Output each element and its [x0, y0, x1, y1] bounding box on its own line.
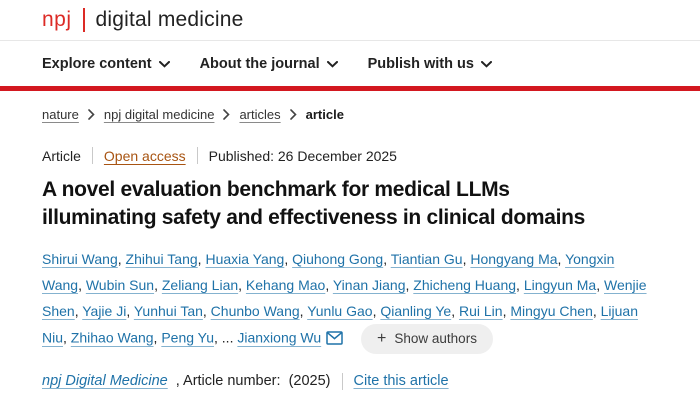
citation-line: npj Digital Medicine , Article number: (… — [42, 372, 658, 390]
article-number-text: , Article number: (2025) — [171, 373, 331, 390]
envelope-icon[interactable] — [326, 330, 343, 346]
author-link[interactable]: Mingyu Chen — [510, 302, 593, 319]
author-link[interactable]: Zhihao Wang — [70, 329, 154, 346]
nav-label: About the journal — [199, 55, 320, 72]
chevron-right-icon — [223, 109, 231, 120]
author-link[interactable]: Yunhui Tan — [133, 302, 203, 319]
chevron-right-icon — [289, 109, 297, 120]
masthead: npj digital medicine — [0, 0, 700, 41]
chevron-down-icon — [480, 56, 492, 72]
article-title-line: A novel evaluation benchmark for medical… — [42, 178, 510, 201]
author-link[interactable]: Rui Lin — [458, 302, 503, 319]
author-link[interactable]: Zhihui Tang — [125, 250, 198, 267]
show-authors-button[interactable]: + Show authors — [361, 323, 493, 354]
author-link[interactable]: Shirui Wang — [42, 250, 118, 267]
article-title-line: illuminating safety and effectiveness in… — [42, 205, 586, 229]
brand-red-rule — [0, 86, 700, 91]
plus-icon: + — [377, 329, 387, 347]
logo-divider-bar — [82, 8, 85, 32]
open-access-link[interactable]: Open access — [103, 147, 186, 164]
journal-citation-link[interactable]: npj Digital Medicine — [42, 373, 168, 390]
cite-this-article-link[interactable]: Cite this article — [353, 373, 449, 390]
author-link[interactable]: Kehang Mao — [245, 276, 326, 293]
author-link[interactable]: Chunbo Wang — [210, 302, 300, 319]
breadcrumb-link-articles[interactable]: articles — [239, 107, 281, 122]
article-title: A novel evaluation benchmark for medical… — [42, 176, 658, 232]
author-link[interactable]: Peng Yu — [161, 329, 215, 346]
breadcrumb-link-nature[interactable]: nature — [42, 107, 79, 122]
article-meta: Article Open access Published: 26 Decemb… — [42, 147, 658, 164]
citation-divider — [341, 372, 343, 390]
author-link[interactable]: Qianling Ye — [380, 302, 452, 319]
author-list: Shirui Wang, Zhihui Tang, Huaxia Yang, Q… — [42, 250, 647, 346]
nav-explore-content[interactable]: Explore content — [42, 56, 170, 72]
article-type-label: Article — [42, 147, 81, 164]
author-ellipsis: ... — [221, 329, 234, 346]
journal-name: digital medicine — [95, 8, 244, 31]
article-header-section: nature npj digital medicine articles art… — [0, 107, 700, 390]
nav-label: Explore content — [42, 55, 152, 72]
nav-label: Publish with us — [367, 55, 474, 72]
journal-logo[interactable]: npj digital medicine — [42, 8, 243, 32]
author-link[interactable]: Zhicheng Huang — [413, 276, 517, 293]
main-nav: Explore content About the journal Publis… — [0, 41, 700, 86]
author-link[interactable]: Wubin Sun — [85, 276, 155, 293]
meta-divider — [196, 147, 198, 164]
published-date: Published: 26 December 2025 — [208, 147, 397, 164]
author-link[interactable]: Zeliang Lian — [161, 276, 239, 293]
nav-publish-with-us[interactable]: Publish with us — [368, 56, 492, 72]
chevron-down-icon — [326, 56, 338, 72]
author-link[interactable]: Hongyang Ma — [470, 250, 558, 267]
author-link[interactable]: Yinan Jiang — [332, 276, 406, 293]
author-link[interactable]: Lijuan Niu — [42, 302, 639, 346]
meta-divider — [91, 147, 93, 164]
author-link[interactable]: Yunlu Gao — [307, 302, 373, 319]
corresponding-author-link[interactable]: Jianxiong Wu — [237, 329, 322, 346]
author-link[interactable]: Yongxin Wang — [42, 250, 615, 293]
author-link[interactable]: Lingyun Ma — [523, 276, 597, 293]
npj-logo-text: npj — [42, 8, 72, 31]
author-link[interactable]: Wenjie Shen — [42, 276, 647, 319]
author-link[interactable]: Qiuhong Gong — [292, 250, 384, 267]
nav-about-journal[interactable]: About the journal — [200, 56, 338, 72]
chevron-right-icon — [88, 109, 95, 120]
breadcrumb-link-journal[interactable]: npj digital medicine — [103, 107, 215, 122]
chevron-down-icon — [158, 56, 170, 72]
author-block: Shirui Wang, Zhihui Tang, Huaxia Yang, Q… — [42, 246, 658, 354]
breadcrumb-current: article — [305, 107, 344, 122]
author-link[interactable]: Tiantian Gu — [390, 250, 463, 267]
author-link[interactable]: Huaxia Yang — [205, 250, 285, 267]
author-link[interactable]: Yajie Ji — [82, 302, 127, 319]
show-authors-label: Show authors — [394, 331, 477, 347]
breadcrumb: nature npj digital medicine articles art… — [42, 107, 658, 122]
